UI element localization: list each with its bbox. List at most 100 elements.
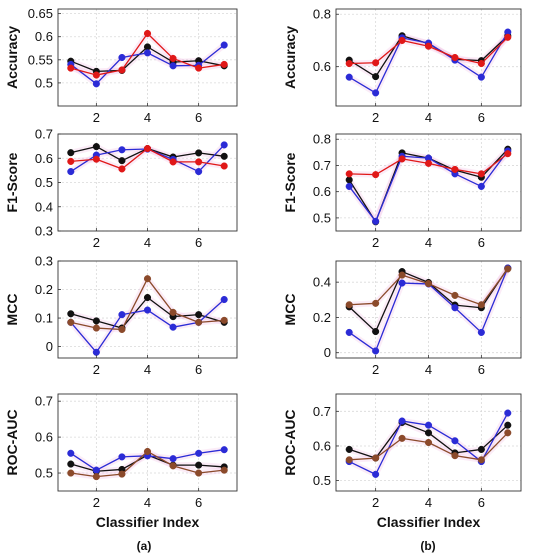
data-point-red [424,159,433,167]
data-point-red [220,162,228,170]
data-point-red [504,150,512,158]
chart-1: 2 4 6 0.5 0.55 0.6 0.65 Accuracy [4,6,238,125]
data-point-blue [504,409,512,417]
y-tick-label: 0.3 [35,254,53,269]
data-point-black [143,293,152,302]
data-point-brown [451,452,459,460]
data-point-black [67,460,75,468]
data-point-blue [477,328,485,336]
data-point-red [195,64,203,72]
data-point-blue [220,295,228,304]
data-point-brown [504,429,512,437]
data-point-blue [220,446,228,454]
y-axis-label: MCC [4,294,20,326]
data-point-blue [118,311,126,319]
x-tick-label: 2 [93,235,100,250]
x-axis-title: Classifier Index [377,514,481,530]
y-tick-label: 0.7 [313,404,331,419]
data-point-black [372,73,380,81]
data-point-blue [398,279,406,287]
data-point-blue [424,421,433,429]
data-point-brown [220,316,228,324]
data-point-blue [345,73,353,81]
data-point-black [372,327,380,336]
data-point-blue [398,417,406,425]
data-point-red [504,33,512,41]
y-axis-label: F1-Score [4,152,20,212]
chart-3: 2 4 6 0 0.1 0.2 0.3 MCC [4,254,238,377]
data-point-red [92,71,100,79]
data-point-red [195,158,203,166]
data-point-black [477,445,485,453]
data-point-red [67,157,75,165]
y-tick-label: 0.2 [35,282,53,297]
y-tick-label: 0.7 [35,127,53,142]
y-tick-label: 0.4 [35,199,53,214]
chart-7: 2 4 6 0 0.2 0.4 MCC [282,260,522,377]
data-point-black [67,310,75,318]
data-point-blue [118,453,126,461]
x-tick-label: 4 [144,495,151,510]
chart-2: 2 4 6 0.3 0.4 0.5 0.6 0.7 F1-Score [4,127,238,250]
y-tick-label: 0.65 [28,6,53,21]
x-tick-label: 2 [372,235,379,250]
y-tick-label: 0.5 [313,473,331,488]
data-point-brown [143,447,152,456]
data-point-black [195,149,203,157]
data-point-brown [92,473,100,481]
y-tick-label: 0.6 [313,438,331,453]
data-point-red [398,155,406,163]
data-point-blue [195,449,203,457]
data-point-brown [67,318,75,326]
x-tick-label: 2 [372,495,379,510]
data-point-red [345,170,353,178]
data-point-blue [143,49,152,57]
y-tick-label: 0.7 [313,158,331,173]
data-point-blue [67,449,75,457]
y-tick-label: 0.4 [313,275,331,290]
data-point-blue [118,53,126,62]
data-point-blue [451,304,459,312]
y-tick-label: 0.7 [35,394,53,409]
x-tick-label: 6 [195,110,202,125]
data-point-blue [195,168,203,176]
x-tick-label: 4 [425,495,432,510]
data-point-blue [67,168,75,176]
x-tick-label: 6 [478,362,485,377]
chart-8: 2 4 6 0.5 0.6 0.7 ROC-AUC [282,393,522,510]
data-point-black [67,149,75,157]
x-tick-label: 4 [425,235,432,250]
y-tick-label: 0.55 [28,52,53,67]
data-point-black [345,176,353,184]
data-point-blue [372,217,380,225]
x-tick-label: 2 [372,362,379,377]
data-point-red [477,59,485,68]
data-point-brown [143,275,152,283]
data-point-red [118,165,126,173]
x-tick-label: 6 [195,235,202,250]
y-tick-label: 0.5 [35,175,53,190]
x-tick-label: 2 [93,110,100,125]
chart-6: 2 4 6 0.5 0.6 0.7 0.8 F1-Score [282,132,522,250]
x-tick-label: 6 [478,110,485,125]
data-point-brown [451,291,459,299]
data-point-red [398,36,406,45]
data-point-red [451,165,459,173]
chart-5: 2 4 6 0.6 0.8 Accuracy [282,7,522,125]
data-point-red [220,60,228,68]
data-point-red [67,64,75,72]
data-point-blue [451,437,459,445]
data-point-brown [92,324,100,332]
panel-label-a: (a) [137,539,152,553]
data-point-blue [169,62,177,70]
data-point-red [92,155,100,163]
y-axis-label: ROC-AUC [4,409,20,475]
x-tick-label: 6 [478,495,485,510]
data-point-red [372,59,380,67]
data-point-red [118,66,126,74]
y-tick-label: 0.6 [35,29,53,44]
y-tick-label: 0.8 [313,7,331,22]
data-point-red [424,42,433,50]
data-point-black [504,421,512,429]
